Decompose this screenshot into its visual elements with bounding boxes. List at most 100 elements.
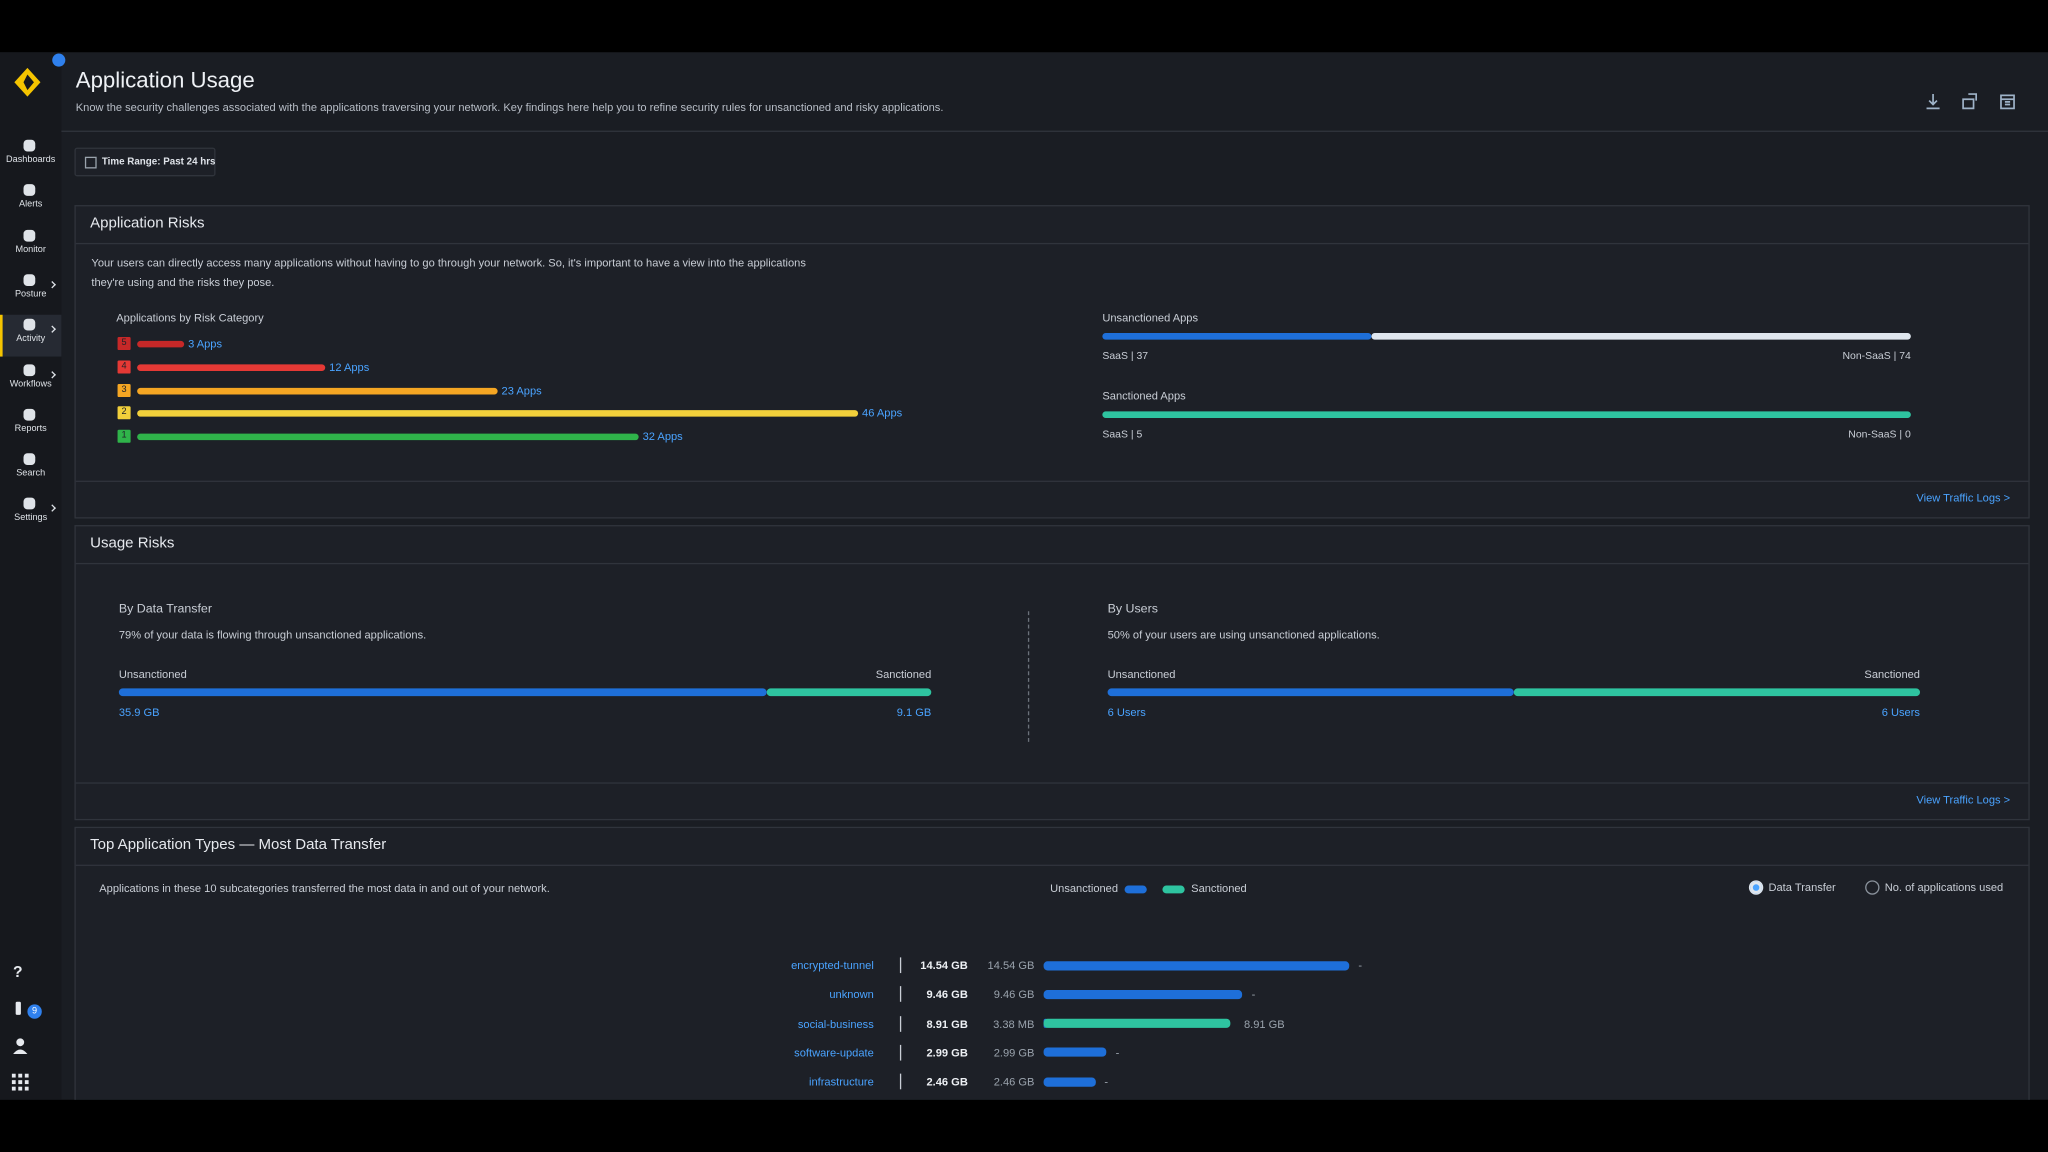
group-title: Sanctioned Apps [1102,389,1186,403]
row-sanctioned: - [1115,1046,1120,1060]
help-icon[interactable]: ? [13,962,23,981]
divider [75,864,2029,866]
radio-button[interactable] [1865,880,1880,895]
nav-item[interactable]: Reports [0,405,61,447]
nav-item[interactable]: Alerts [0,181,61,223]
row-total: 14.54 GB [920,958,968,972]
nav-item[interactable]: Posture [0,270,61,312]
panel-title: Usage Risks [90,535,175,552]
active-indicator [0,315,3,357]
nav-item[interactable]: Search [0,449,61,491]
block-description: 50% of your users are using unsanctioned… [1107,628,1380,642]
row-separator [899,986,902,1003]
row-name[interactable]: software-update [794,1046,874,1060]
group-title: Unsanctioned Apps [1102,310,1199,324]
nav-label: Workflows [9,379,52,389]
row-separator [899,1073,902,1090]
user-icon[interactable] [12,1037,29,1055]
row-total: 2.46 GB [926,1075,968,1089]
time-range-button[interactable]: Time Range: Past 24 hrs [74,147,216,177]
row-name[interactable]: encrypted-tunnel [791,958,874,972]
risk-level-badge: 4 [117,360,131,374]
apps-icon[interactable] [11,1073,29,1091]
risk-level-badge: 5 [117,336,131,351]
risk-level-badge: 2 [117,406,131,420]
nav-icon [23,274,36,286]
row-separator [899,1044,902,1061]
nav-icon [23,139,36,152]
calendar-icon [84,156,97,169]
header-actions[interactable] [1925,93,2019,111]
nav-item[interactable]: Monitor [0,225,61,267]
nav-label: Monitor [15,245,46,255]
unsanctioned-label: Unsanctioned [118,667,187,681]
risk-bar-label[interactable]: 23 Apps [501,383,542,397]
row-unsanctioned: 2.46 GB [993,1075,1035,1089]
row-separator [899,957,902,974]
nav-item[interactable]: Activity [0,315,62,357]
info-icon[interactable] [15,1001,21,1015]
saas-label: SaaS | 37 [1102,350,1149,362]
row-unsanctioned: 2.99 GB [993,1046,1035,1060]
nav-label: Reports [14,424,47,434]
nav-icon [23,184,36,197]
row-unsanctioned: 14.54 GB [987,958,1035,972]
dashed-divider [1027,611,1030,742]
usage-risks-panel: Usage Risks View Traffic Logs > By Data … [74,525,2030,821]
saas-bar [1102,333,1372,340]
row-sanctioned: - [1358,958,1363,972]
risk-bar-label[interactable]: 12 Apps [329,360,370,374]
radio-label[interactable]: No. of applications used [1884,880,2004,894]
view-traffic-logs-link[interactable]: View Traffic Logs > [1916,491,2011,505]
chart-title: Applications by Risk Category [116,310,264,324]
risk-bar-label[interactable]: 3 Apps [188,336,223,351]
page-description: Know the security challenges associated … [75,100,944,114]
nav-label: Activity [16,334,46,344]
nav-icon [23,318,36,331]
non-saas-label: Non-SaaS | 0 [1848,428,1911,441]
header-divider [61,130,2048,132]
non-saas-label: Non-SaaS | 74 [1842,350,1911,362]
unsanctioned-value: 35.9 GB [118,705,160,719]
unsanctioned-bar [1043,989,1243,999]
logo[interactable] [12,67,43,98]
risk-bar-label[interactable]: 46 Apps [862,406,903,420]
row-unsanctioned: 9.46 GB [993,987,1035,1001]
risk-bar-label[interactable]: 32 Apps [642,429,683,444]
row-name[interactable]: social-business [797,1016,874,1030]
risk-level-badge: 1 [117,429,131,444]
panel-description: Your users can directly access many appl… [91,255,806,289]
unsanctioned-bar [1043,1077,1096,1087]
row-name[interactable]: unknown [829,987,874,1001]
nav-label: Search [16,469,46,479]
app: Dashboards Alerts Monitor Posture Activity Wo… [0,52,2048,1100]
row-total: 2.99 GB [926,1046,968,1060]
sanctioned-value: 6 Users [1881,705,1920,719]
row-total: 8.91 GB [926,1016,968,1030]
nav-item[interactable]: Dashboards [0,136,61,178]
panel-title: Top Application Types — Most Data Transf… [90,837,387,853]
row-name[interactable]: infrastructure [808,1075,874,1089]
row-unsanctioned: 3.38 MB [993,1016,1035,1030]
nav-label: Posture [14,289,47,299]
radio-button[interactable] [1748,880,1764,895]
sanctioned-bar [1043,1018,1231,1029]
radio-label[interactable]: Data Transfer [1768,880,1836,894]
unsanctioned-bar [1107,688,1514,697]
top-application-types-panel: Top Application Types — Most Data Transf… [74,826,2030,1100]
row-sanctioned: 8.91 GB [1243,1016,1285,1030]
divider [75,782,2029,784]
risk-level-badge: 3 [117,383,131,397]
saas-bar [1102,411,1911,418]
expand-button[interactable] [52,53,66,67]
sanctioned-value: 9.1 GB [896,705,932,719]
divider [75,480,2029,482]
application-risks-panel: Application Risks Your users can directl… [74,205,2030,519]
sanctioned-bar [1513,688,1920,697]
nav-item[interactable]: Workflows [0,360,61,402]
risk-bar [137,410,859,418]
view-traffic-logs-link[interactable]: View Traffic Logs > [1916,792,2011,806]
nav-item[interactable]: Settings [0,494,61,536]
